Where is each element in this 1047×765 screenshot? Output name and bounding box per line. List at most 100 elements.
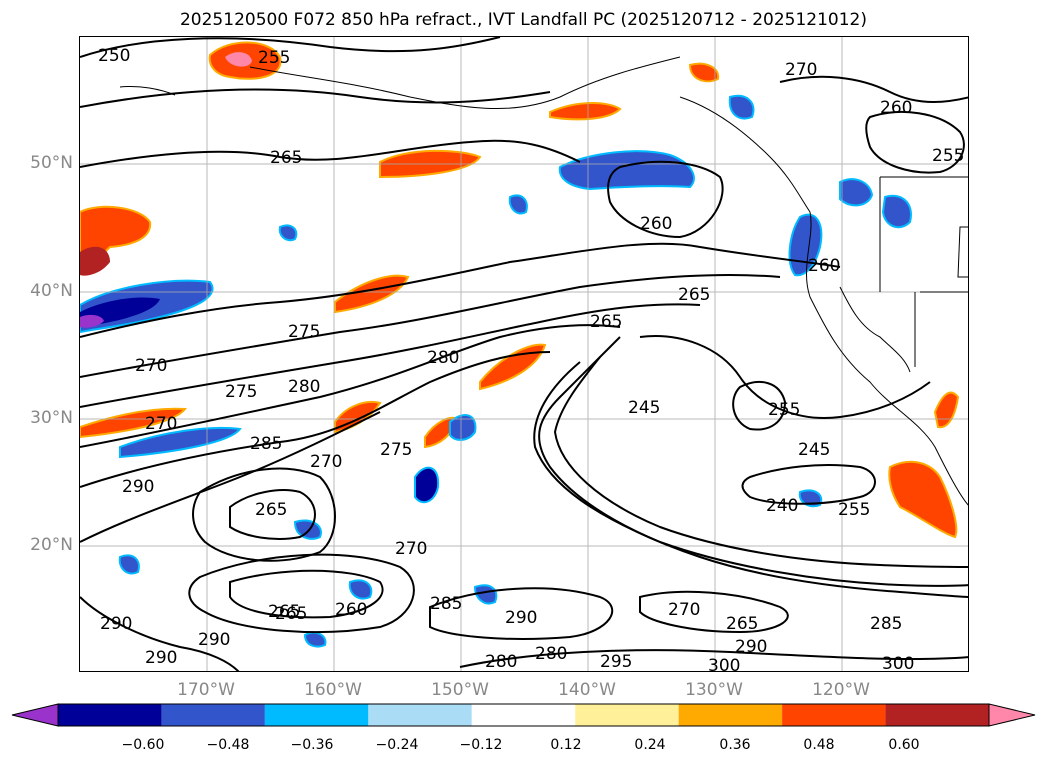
lat-label-40n: 40°N (30, 281, 73, 301)
contour-label: 250 (98, 46, 130, 66)
contour-label: 265 (255, 500, 287, 520)
contour-label: 265 (270, 148, 302, 168)
contour-label: 270 (145, 414, 177, 434)
colorbar-segment (885, 704, 989, 726)
contour-line (639, 335, 931, 419)
colorbar (11, 703, 1036, 727)
colorbar-tick: −0.12 (459, 737, 503, 753)
colorbar-segment (575, 704, 679, 726)
contour-label: 260 (880, 98, 912, 118)
anomaly-patch (798, 489, 823, 508)
colorbar-segment (471, 704, 576, 726)
contour-label: 265 (590, 312, 622, 332)
contour-line (80, 351, 551, 488)
colorbar-segment (264, 704, 369, 726)
contour-label: 275 (288, 322, 320, 342)
contour-label: 280 (288, 377, 320, 397)
lon-label-170w: 170°W (177, 680, 235, 700)
colorbar-extend-high (988, 703, 1036, 727)
anomaly-patch (414, 466, 440, 504)
anomaly-patch (348, 579, 373, 600)
contour-label: 290 (122, 477, 154, 497)
colorbar-tick: −0.60 (121, 737, 165, 753)
contour-label-layer: 250 255 265 270 260 265 255 260 265 275 … (98, 46, 964, 672)
contour-line (80, 324, 621, 448)
anomaly-patch (933, 391, 960, 429)
map-title: 2025120500 F072 850 hPa refract., IVT La… (179, 10, 867, 30)
contour-label: 285 (430, 594, 462, 614)
colorbar-tick: 0.60 (888, 737, 920, 753)
lon-label-140w: 140°W (558, 680, 616, 700)
contour-label: 300 (708, 656, 740, 672)
contour-line (229, 489, 316, 540)
colorbar-segment (678, 704, 783, 726)
lon-label-130w: 130°W (685, 680, 743, 700)
anomaly-patch (80, 314, 104, 328)
colorbar-extend-low (11, 703, 59, 727)
contour-label: 260 (808, 256, 840, 276)
colorbar-tick: 0.48 (803, 737, 835, 753)
anomaly-patch (293, 519, 322, 540)
contour-line (639, 590, 789, 634)
anomaly-patch (549, 102, 622, 121)
contour-label: 255 (932, 146, 964, 166)
anomaly-patch (473, 584, 498, 605)
contour-line (80, 274, 781, 378)
contour-label: 260 (640, 214, 672, 234)
coastline (249, 56, 681, 109)
contour-label: 280 (485, 652, 517, 672)
refractivity-fill-layer (80, 41, 960, 648)
colorbar-tick: 0.36 (719, 737, 751, 753)
colorbar-segments (57, 703, 990, 727)
coastline (806, 211, 968, 506)
contour-line (80, 411, 381, 543)
contour-line (779, 75, 968, 103)
anomaly-patch (278, 224, 298, 242)
contour-line (80, 242, 841, 338)
anomaly-patch (118, 554, 140, 575)
map-panel: 250 255 265 270 260 265 255 260 265 275 … (79, 36, 969, 672)
contour-label: 255 (838, 500, 870, 520)
contour-label: 285 (870, 614, 902, 634)
contour-label: 255 (258, 48, 290, 68)
lat-label-30n: 30°N (30, 408, 73, 428)
anomaly-patch (334, 274, 410, 314)
anomaly-patch (479, 343, 547, 391)
contour-line (607, 160, 724, 239)
anomaly-patch (303, 631, 327, 648)
lon-label-120w: 120°W (812, 680, 870, 700)
contour-label: 255 (768, 400, 800, 420)
contour-line (732, 381, 787, 431)
contour-line (533, 361, 968, 587)
lat-label-20n: 20°N (30, 535, 73, 555)
anomaly-patch (881, 194, 912, 229)
contour-line (741, 464, 876, 505)
colorbar-tick: −0.48 (206, 737, 250, 753)
contour-label: 245 (628, 398, 660, 418)
anomaly-patch (80, 246, 110, 276)
anomaly-patch (728, 94, 755, 120)
contour-label: 265 (275, 604, 307, 624)
contour-label: 265 (678, 285, 710, 305)
contour-label: 265 (268, 602, 300, 622)
anomaly-patch (558, 150, 695, 191)
coastline (957, 226, 968, 278)
colorbar-tick: 0.24 (634, 737, 666, 753)
contour-label: 240 (766, 496, 798, 516)
contour-label: 280 (427, 348, 459, 368)
contour-label: 300 (882, 654, 914, 672)
colorbar-tick: −0.36 (290, 737, 334, 753)
contour-line (80, 139, 581, 168)
contour-label: 270 (785, 60, 817, 80)
contour-label: 275 (225, 382, 257, 402)
colorbar-tick: −0.24 (375, 737, 419, 753)
colorbar-tick: 0.12 (550, 737, 582, 753)
anomaly-patch (119, 426, 242, 459)
anomaly-patch (449, 413, 477, 441)
contour-label: 290 (100, 614, 132, 634)
contour-layer (80, 37, 968, 671)
contour-line (192, 467, 336, 562)
anomaly-patch (225, 52, 252, 67)
contour-line (229, 569, 384, 619)
anomaly-patch (688, 62, 720, 83)
